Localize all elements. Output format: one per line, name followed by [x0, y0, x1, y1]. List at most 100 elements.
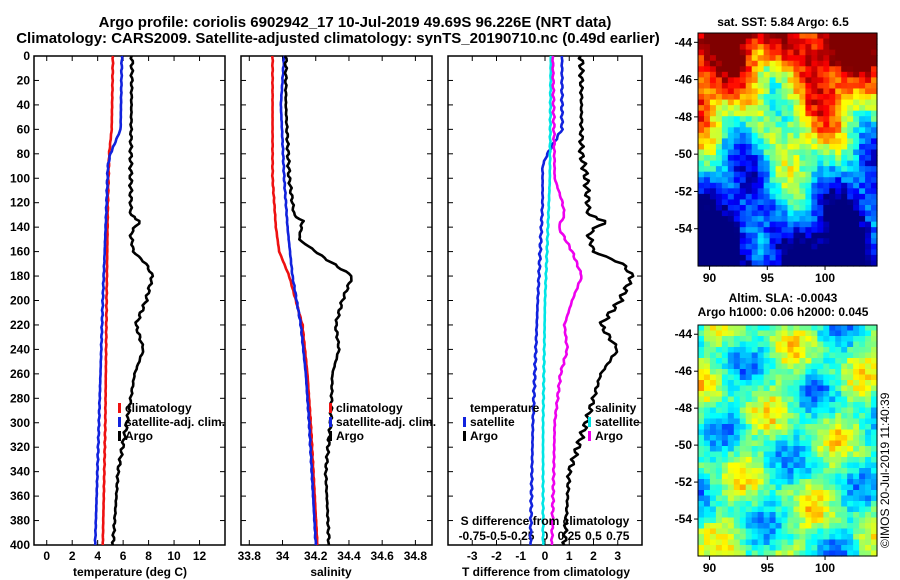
heatmap-cell [727, 60, 735, 67]
heatmap-cell [709, 407, 717, 414]
heatmap-cell [751, 534, 759, 541]
heatmap-cell [829, 232, 836, 239]
heatmap-cell [805, 484, 812, 491]
heatmap-cell [733, 188, 741, 195]
heatmap-cell [739, 82, 747, 90]
heatmap-cell [733, 484, 741, 491]
heatmap-cell [793, 77, 801, 84]
heatmap-cell [829, 539, 836, 546]
heatmap-cell [823, 440, 830, 447]
heatmap-cell [859, 407, 866, 414]
heatmap-cell [739, 457, 747, 464]
heatmap-cell [853, 204, 860, 212]
heatmap-cell [823, 402, 830, 409]
heatmap-cell [787, 243, 795, 250]
heatmap-cell [859, 204, 866, 212]
heatmap-cell [703, 160, 711, 167]
heatmap-cell [739, 484, 747, 491]
heatmap-cell [709, 171, 717, 178]
heatmap-cell [757, 374, 765, 381]
heatmap-cell [805, 490, 812, 497]
heatmap-cell [727, 127, 735, 134]
heatmap-cell [853, 171, 860, 178]
heatmap-cell [811, 227, 818, 234]
heatmap-cell [835, 243, 842, 250]
heatmap-cell [757, 49, 765, 56]
heatmap-cell [775, 216, 783, 223]
heatmap-cell [769, 155, 777, 162]
heatmap-cell [781, 374, 789, 381]
heatmap-cell [805, 325, 812, 332]
heatmap-cell [799, 238, 806, 245]
heatmap-cell [751, 94, 759, 101]
heatmap-cell [829, 204, 836, 212]
heatmap-cell [781, 77, 789, 84]
heatmap-cell [853, 55, 860, 62]
heatmap-cell [865, 479, 872, 486]
heatmap-cell [811, 121, 818, 128]
heatmap-cell [859, 330, 866, 337]
x-tick-label: 33.8 [238, 549, 262, 563]
heatmap-cell [817, 495, 824, 502]
heatmap-cell [709, 105, 717, 112]
heatmap-cell [853, 347, 860, 354]
heatmap-cell [751, 440, 759, 447]
x-tick-label: -3 [467, 549, 478, 563]
heatmap-cell [793, 193, 801, 201]
heatmap-cell [763, 260, 771, 267]
heatmap-cell [733, 391, 741, 398]
heatmap-cell [775, 177, 783, 184]
heatmap-cell [793, 501, 801, 508]
heatmap-cell [698, 38, 705, 45]
heatmap-cell [859, 446, 866, 453]
heatmap-cell [817, 127, 824, 134]
heatmap-cell [757, 336, 765, 343]
heatmap-cell [703, 424, 711, 431]
heatmap-cell [763, 545, 771, 552]
heatmap-cell [823, 495, 830, 502]
heatmap-cell [811, 517, 818, 524]
heatmap-cell [823, 341, 830, 348]
heatmap-cell [709, 199, 717, 206]
heatmap-cell [739, 227, 747, 234]
heatmap-cell [715, 501, 723, 508]
heatmap-cell [823, 77, 830, 84]
heatmap-cell [865, 171, 872, 178]
heatmap-cell [829, 210, 836, 217]
heatmap-cell [698, 232, 705, 239]
heatmap-cell [757, 429, 765, 436]
heatmap-cell [781, 116, 789, 123]
heatmap-cell [823, 260, 830, 267]
heatmap-cell [853, 166, 860, 173]
heatmap-cell [865, 160, 872, 167]
heatmap-cell [859, 210, 866, 217]
heatmap-cell [817, 105, 824, 112]
heatmap-cell [727, 94, 735, 101]
heatmap-cell [865, 473, 872, 480]
heatmap-cell [787, 495, 795, 502]
heatmap-cell [763, 330, 771, 337]
map-y-tick-label: -52 [675, 184, 693, 198]
heatmap-cell [811, 418, 818, 425]
heatmap-cell [721, 160, 729, 167]
heatmap-cell [715, 121, 723, 128]
heatmap-cell [817, 182, 824, 189]
heatmap-cell [745, 341, 753, 348]
heatmap-cell [853, 254, 860, 262]
heatmap-cell [787, 160, 795, 167]
heatmap-cell [745, 88, 753, 95]
heatmap-cell [703, 358, 711, 365]
heatmap-cell [721, 396, 729, 403]
heatmap-cell [698, 71, 705, 78]
heatmap-cell [703, 495, 711, 502]
heatmap-cell [841, 363, 848, 370]
heatmap-cell [865, 188, 872, 195]
heatmap-cell [721, 468, 729, 475]
heatmap-cell [865, 254, 872, 262]
heatmap-cell [805, 138, 812, 145]
heatmap-cell [703, 374, 711, 381]
heatmap-cell [757, 171, 765, 178]
heatmap-cell [781, 462, 789, 469]
heatmap-cell [829, 127, 836, 134]
heatmap-cell [698, 424, 705, 431]
